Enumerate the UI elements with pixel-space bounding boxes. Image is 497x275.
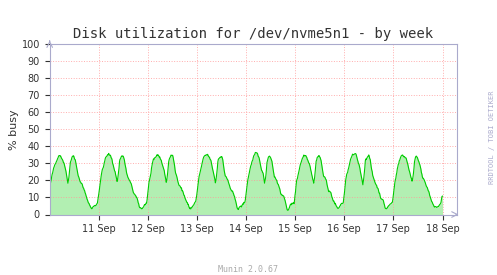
Y-axis label: % busy: % busy	[9, 109, 19, 150]
Title: Disk utilization for /dev/nvme5n1 - by week: Disk utilization for /dev/nvme5n1 - by w…	[74, 28, 433, 42]
Text: Munin 2.0.67: Munin 2.0.67	[219, 265, 278, 274]
Text: RRDTOOL / TOBI OETIKER: RRDTOOL / TOBI OETIKER	[489, 91, 495, 184]
